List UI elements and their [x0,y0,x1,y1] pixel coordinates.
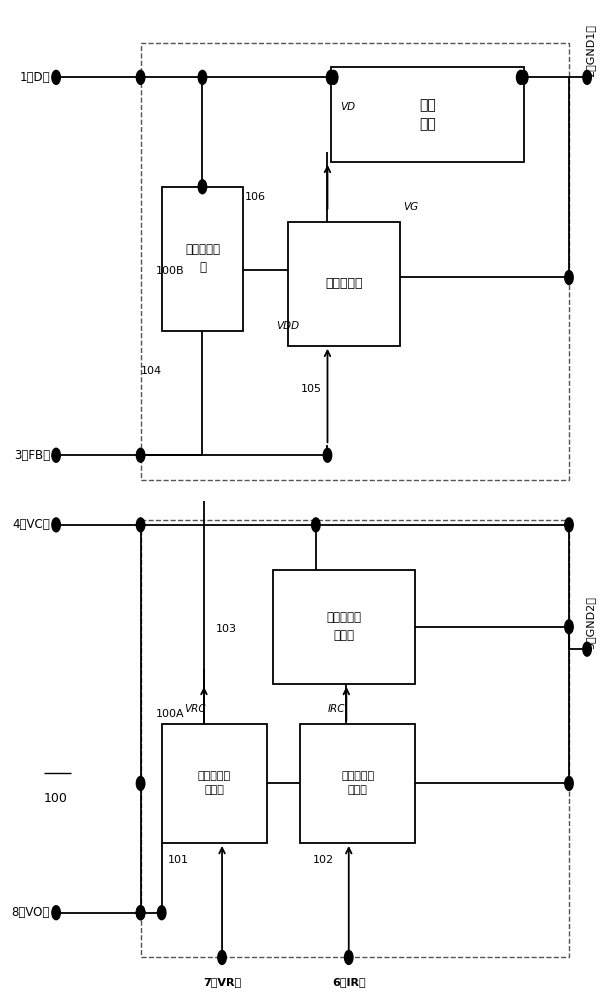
Circle shape [330,70,338,84]
Circle shape [323,448,332,462]
Circle shape [136,906,145,920]
Bar [161,187,243,331]
Text: 功率
开关: 功率 开关 [419,98,435,131]
Circle shape [344,950,353,964]
Text: 数字逻辑处
理模块: 数字逻辑处 理模块 [327,611,362,642]
Bar [141,520,569,957]
Text: 3（FB）: 3（FB） [14,449,50,462]
Circle shape [52,906,60,920]
Circle shape [136,776,145,790]
Text: VD: VD [340,102,355,112]
Text: 4（VC）: 4（VC） [12,518,50,531]
Circle shape [583,642,591,656]
Circle shape [565,518,573,532]
Circle shape [157,906,166,920]
Circle shape [327,70,335,84]
Circle shape [52,448,60,462]
Text: 压控振荡器: 压控振荡器 [325,277,363,290]
Text: VG: VG [403,202,418,212]
Text: 2（GND1）: 2（GND1） [585,24,595,77]
Text: 106: 106 [245,192,266,202]
Bar [161,724,267,843]
Text: 1（D）: 1（D） [20,71,50,84]
Circle shape [583,70,591,84]
Circle shape [312,518,320,532]
Circle shape [565,271,573,284]
Circle shape [136,448,145,462]
Text: 102: 102 [313,855,333,865]
Text: 100B: 100B [156,266,184,276]
Circle shape [198,70,207,84]
Text: 101: 101 [168,855,188,865]
Text: 105: 105 [300,384,322,394]
Circle shape [52,518,60,532]
Bar [141,43,569,480]
Circle shape [136,70,145,84]
Text: IRC: IRC [328,704,346,714]
Text: 100A: 100A [156,709,184,719]
Circle shape [565,776,573,790]
Circle shape [565,620,573,634]
Circle shape [519,70,528,84]
Text: 输出电压判
断模块: 输出电压判 断模块 [198,771,231,795]
Circle shape [516,70,525,84]
Text: 7（VR）: 7（VR） [203,977,241,987]
Bar [273,570,415,684]
Text: 104: 104 [141,366,161,376]
Text: 5（GND2）: 5（GND2） [585,596,595,649]
Circle shape [136,906,145,920]
Text: 输出电流判
断模块: 输出电流判 断模块 [341,771,375,795]
Text: 8（VO）: 8（VO） [12,906,50,919]
Circle shape [52,70,60,84]
Text: 6（IR）: 6（IR） [332,977,365,987]
Circle shape [218,950,227,964]
Bar [331,67,524,162]
Text: 100: 100 [44,792,68,805]
Bar [289,222,400,346]
Circle shape [136,518,145,532]
Text: VRC: VRC [184,704,206,714]
Bar [300,724,415,843]
Text: VDD: VDD [276,321,300,331]
Text: 103: 103 [216,624,237,634]
Text: 电源产生模
块: 电源产生模 块 [185,243,220,274]
Circle shape [198,180,207,194]
